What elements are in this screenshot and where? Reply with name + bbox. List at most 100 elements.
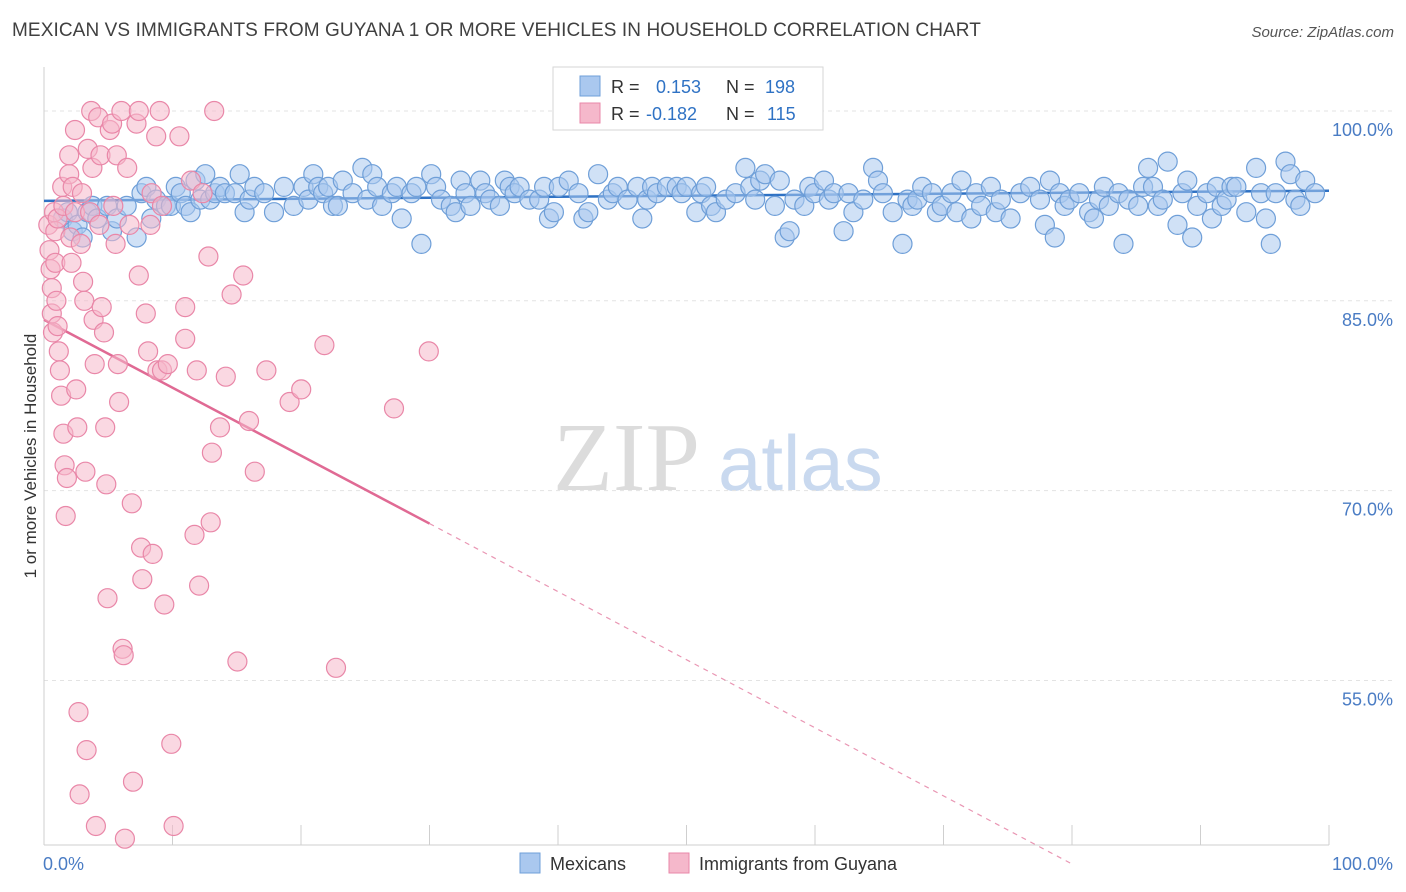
- point-mexicans: [892, 233, 913, 254]
- watermark-atlas: atlas: [718, 419, 883, 507]
- point-mexicans: [1255, 208, 1277, 229]
- point-guyana: [238, 410, 260, 432]
- point-guyana: [48, 341, 69, 362]
- point-guyana: [64, 119, 86, 141]
- trend-line-guyana-extension: [429, 523, 1073, 865]
- legend-swatch-mexicans: [519, 852, 541, 874]
- point-guyana: [128, 265, 149, 286]
- point-guyana: [119, 214, 140, 235]
- point-guyana: [114, 828, 136, 849]
- stats-r-mexicans: 0.153: [656, 77, 701, 97]
- point-guyana: [97, 588, 118, 609]
- y-tick-label: 70.0%: [1342, 500, 1393, 520]
- point-mexicans: [853, 189, 874, 210]
- point-guyana: [59, 145, 80, 166]
- point-guyana: [71, 183, 93, 204]
- point-mexicans: [1182, 227, 1203, 248]
- point-mexicans: [1265, 183, 1286, 204]
- point-guyana: [149, 100, 170, 122]
- point-guyana: [204, 100, 225, 122]
- point-guyana: [108, 391, 130, 413]
- point-guyana: [418, 341, 439, 362]
- point-guyana: [93, 322, 115, 343]
- point-mexicans: [568, 183, 589, 204]
- point-guyana: [67, 417, 88, 438]
- point-guyana: [96, 474, 117, 495]
- point-guyana: [140, 214, 161, 235]
- point-guyana: [135, 303, 156, 324]
- point-mexicans: [411, 233, 432, 254]
- point-guyana: [169, 126, 190, 147]
- point-guyana: [68, 701, 89, 723]
- point-guyana: [72, 271, 94, 292]
- point-guyana: [175, 297, 196, 318]
- point-guyana: [233, 265, 254, 286]
- axes: [43, 67, 1330, 846]
- y-tick-label: 85.0%: [1342, 310, 1393, 330]
- point-guyana: [279, 391, 300, 413]
- y-tick-labels: 55.0% 70.0% 85.0% 100.0%: [1332, 120, 1393, 710]
- point-mexicans: [229, 164, 250, 185]
- point-mexicans: [1069, 183, 1090, 204]
- point-mexicans: [833, 221, 854, 242]
- point-guyana: [189, 575, 210, 596]
- legend-label-guyana: Immigrants from Guyana: [699, 854, 898, 874]
- point-guyana: [103, 195, 124, 216]
- point-guyana: [291, 379, 312, 400]
- point-mexicans: [578, 202, 599, 223]
- stats-box: R = 0.153 N = 198 R = -0.182 N = 115: [552, 66, 824, 131]
- point-mexicans: [1226, 176, 1247, 197]
- point-guyana: [163, 815, 184, 837]
- point-guyana: [74, 290, 95, 311]
- stats-n-mexicans: 198: [765, 77, 795, 97]
- point-mexicans: [1157, 151, 1178, 172]
- point-guyana: [107, 354, 129, 375]
- point-mexicans: [489, 195, 510, 216]
- chart-title: MEXICAN VS IMMIGRANTS FROM GUYANA 1 OR M…: [12, 20, 981, 41]
- x-tick-label-min: 0.0%: [43, 854, 84, 874]
- point-mexicans: [632, 208, 653, 229]
- point-guyana: [47, 316, 68, 337]
- point-mexicans: [1304, 183, 1326, 204]
- x-tick-label-max: 100.0%: [1332, 854, 1393, 874]
- point-mexicans: [1044, 227, 1065, 248]
- watermark-zip: ZIP: [553, 404, 700, 512]
- point-mexicans: [263, 202, 285, 223]
- point-guyana: [75, 461, 96, 482]
- point-guyana: [95, 417, 116, 438]
- point-mexicans: [1260, 233, 1281, 254]
- stats-r-label-1: R =: [611, 77, 640, 97]
- point-guyana: [383, 398, 405, 419]
- point-mexicans: [779, 221, 800, 242]
- point-guyana: [89, 214, 110, 235]
- point-mexicans: [406, 176, 427, 197]
- point-guyana: [76, 739, 97, 761]
- point-guyana: [46, 290, 67, 311]
- point-guyana: [105, 233, 126, 254]
- legend-label-mexicans: Mexicans: [550, 854, 626, 874]
- point-guyana: [221, 284, 242, 305]
- point-mexicans: [1128, 195, 1149, 216]
- point-mexicans: [1083, 208, 1105, 229]
- point-mexicans: [745, 189, 766, 210]
- point-mexicans: [951, 170, 972, 191]
- point-guyana: [180, 170, 202, 191]
- point-mexicans: [1152, 189, 1173, 210]
- point-mexicans: [1137, 157, 1159, 178]
- stats-swatch-guyana: [579, 102, 601, 124]
- point-mexicans: [327, 195, 348, 216]
- point-mexicans: [1029, 189, 1051, 210]
- point-guyana: [113, 645, 134, 666]
- data-points: [38, 100, 1326, 849]
- point-guyana: [200, 512, 221, 533]
- point-mexicans: [1236, 202, 1257, 223]
- legend: Mexicans Immigrants from Guyana: [519, 852, 898, 874]
- point-mexicans: [543, 202, 565, 223]
- y-tick-label: 100.0%: [1332, 120, 1393, 140]
- point-mexicans: [273, 176, 294, 197]
- point-guyana: [201, 442, 222, 463]
- y-tick-label: 55.0%: [1342, 689, 1393, 709]
- point-guyana: [121, 493, 142, 514]
- stats-r-label-2: R =: [611, 104, 640, 124]
- point-mexicans: [460, 195, 481, 216]
